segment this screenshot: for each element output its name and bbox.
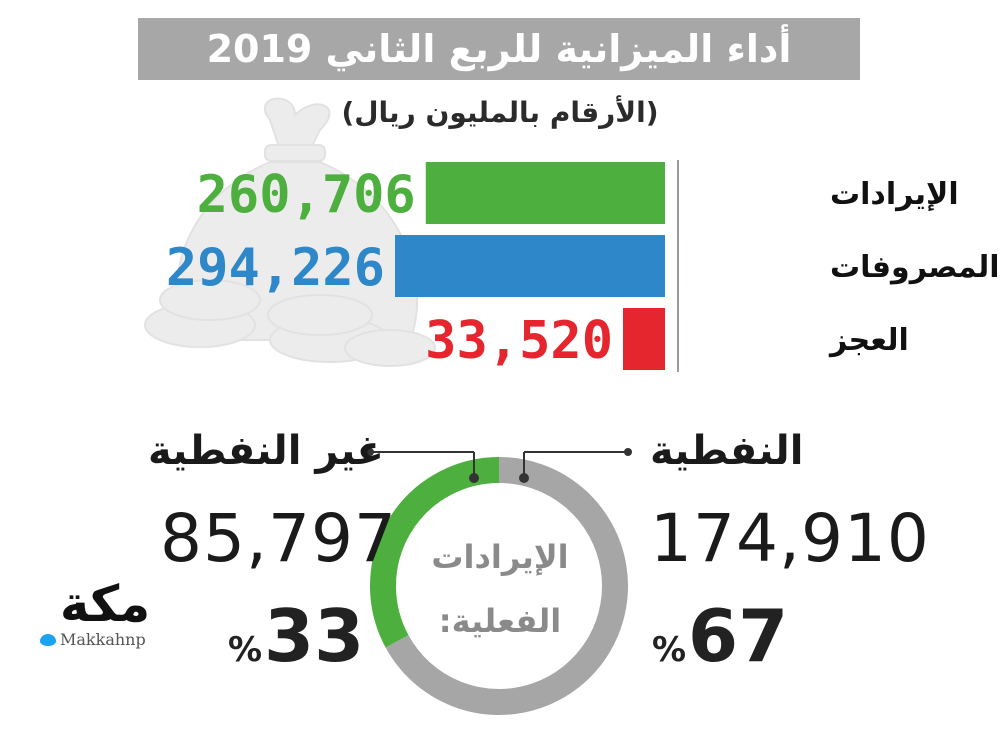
- page-subtitle: (الأرقام بالمليون ريال): [341, 96, 659, 129]
- revenue-bar: [425, 162, 665, 224]
- non-oil-value: 85,797: [160, 500, 397, 577]
- money-bag-icon: [144, 97, 436, 367]
- budget-bar-chart: 260,706 الإيرادات 294,226 المصروفات 33,520 ال…: [166, 160, 1000, 372]
- logo-mark: مكة: [59, 575, 151, 633]
- deficit-bar: [623, 308, 665, 370]
- oil-value: 174,910: [650, 500, 930, 577]
- oil-percent: 67: [688, 594, 789, 678]
- revenue-category-label: الإيرادات: [830, 177, 959, 212]
- revenue-value-label: 260,706: [197, 165, 416, 225]
- oil-percent-sign: %: [652, 630, 687, 670]
- leader-lines: [366, 448, 632, 483]
- twitter-bird-icon: [40, 633, 56, 646]
- title-bar: أداء الميزانية للربع الثاني 2019: [138, 18, 860, 80]
- oil-slice: [385, 457, 628, 715]
- non-oil-label: غير النفطية: [148, 428, 384, 474]
- expenses-category-label: المصروفات: [830, 250, 1000, 285]
- donut-center-line1: الإيرادات: [431, 538, 569, 576]
- twitter-handle: Makkahnp: [40, 630, 170, 649]
- oil-label: النفطية: [650, 428, 804, 474]
- expenses-bar: [395, 235, 665, 297]
- expenses-value-label: 294,226: [166, 238, 385, 298]
- deficit-category-label: العجز: [828, 323, 909, 358]
- non-oil-percent-sign: %: [228, 630, 263, 670]
- deficit-value-label: 33,520: [425, 311, 613, 371]
- makkah-logo: مكة Makkahnp: [40, 578, 170, 649]
- twitter-handle-text: Makkahnp: [60, 630, 146, 649]
- donut-center-line2: الفعلية:: [438, 602, 562, 640]
- page-title: أداء الميزانية للربع الثاني 2019: [206, 27, 792, 71]
- non-oil-slice: [370, 457, 500, 648]
- non-oil-percent: 33: [264, 594, 365, 678]
